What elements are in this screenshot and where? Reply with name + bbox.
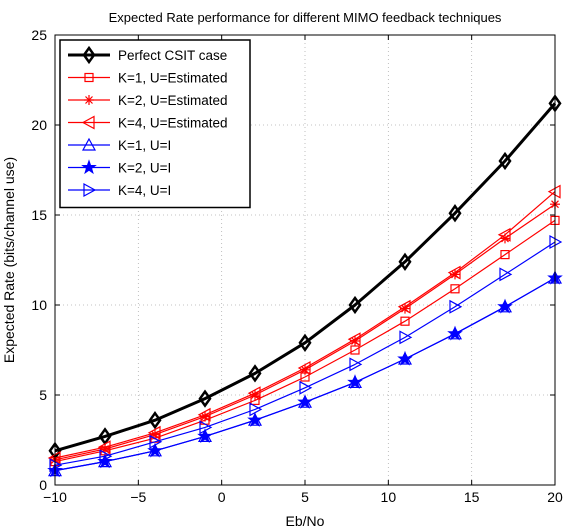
data-point-marker — [497, 227, 511, 242]
data-point-marker — [247, 386, 261, 401]
data-point-marker — [447, 265, 461, 280]
legend-marker — [81, 137, 97, 151]
data-point-marker — [148, 411, 162, 430]
legend-entry: Perfect CSIT case — [68, 45, 227, 65]
data-point-marker — [299, 380, 313, 395]
x-tick-label: 10 — [381, 489, 397, 505]
legend-marker — [83, 182, 97, 198]
legend-entry: K=4, U=I — [68, 182, 171, 198]
x-tick-label: 15 — [464, 489, 480, 505]
y-tick-label: 0 — [39, 477, 47, 493]
x-tick-label: 20 — [547, 489, 563, 505]
data-point-marker — [500, 250, 510, 260]
legend-label: K=1, U=Estimated — [118, 71, 228, 86]
marker-stroke — [301, 365, 309, 374]
y-tick-label: 10 — [31, 297, 47, 313]
data-point-marker — [147, 442, 163, 458]
y-axis-label: Expected Rate (bits/channel use) — [1, 157, 17, 363]
data-point-marker — [447, 325, 463, 341]
data-point-marker — [448, 204, 462, 223]
data-point-marker — [497, 298, 513, 314]
legend-entry: K=2, U=Estimated — [68, 93, 228, 108]
data-point-marker — [198, 389, 212, 408]
x-tick-label: −5 — [130, 489, 146, 505]
series-line — [54, 241, 556, 466]
axis-ticks: −10 −5 0 5 10 15 20 0 5 10 15 20 25 — [31, 27, 563, 505]
data-point-marker — [347, 374, 363, 390]
legend: Perfect CSIT case K=1, U=Estimated K=2, U=… — [59, 39, 251, 209]
marker-stroke — [85, 96, 93, 104]
legend-label: K=4, U=I — [118, 183, 171, 198]
legend-label: K=2, U=Estimated — [118, 93, 228, 108]
data-point-marker — [499, 267, 513, 282]
data-point-marker — [197, 407, 211, 422]
series-line — [54, 219, 556, 463]
data-point-marker — [298, 333, 312, 352]
series-line — [54, 102, 557, 453]
marker-stroke — [401, 304, 409, 313]
y-tick-label: 25 — [31, 27, 47, 43]
series-3 — [47, 184, 561, 466]
x-tick-label: 5 — [301, 489, 309, 505]
data-point-marker — [450, 284, 460, 294]
data-point-marker — [249, 402, 263, 417]
data-point-marker — [399, 330, 413, 345]
legend-marker — [81, 159, 97, 175]
data-point-marker — [498, 151, 512, 171]
marker-stroke — [451, 270, 459, 279]
legend-marker — [84, 72, 94, 83]
legend-marker — [82, 45, 96, 65]
legend-marker — [81, 115, 95, 130]
chart-title: Expected Rate performance for different … — [109, 10, 502, 25]
data-point-marker — [147, 425, 161, 440]
data-point-marker — [247, 411, 263, 427]
legend-label: K=4, U=Estimated — [118, 116, 228, 131]
y-tick-label: 20 — [31, 117, 47, 133]
legend-entry: K=1, U=I — [68, 137, 171, 153]
x-axis-label: Eb/No — [286, 513, 325, 529]
data-point-marker — [297, 393, 313, 409]
data-point-marker — [398, 252, 412, 271]
data-point-marker — [248, 364, 262, 383]
data-point-marker — [197, 428, 213, 444]
data-point-marker — [99, 449, 113, 464]
data-point-marker — [397, 299, 411, 314]
legend-label: K=1, U=I — [118, 138, 171, 153]
y-tick-label: 15 — [31, 207, 47, 223]
legend-entry: K=4, U=Estimated — [68, 115, 228, 131]
legend-label: Perfect CSIT case — [118, 48, 227, 63]
data-point-marker — [348, 295, 362, 315]
data-point-marker — [449, 299, 463, 314]
legend-box — [59, 39, 251, 209]
legend-label: K=2, U=I — [118, 161, 171, 176]
data-point-marker — [97, 440, 111, 455]
legend-marker — [84, 95, 94, 105]
data-point-marker — [297, 360, 311, 376]
x-tick-label: 0 — [218, 489, 226, 505]
marker-stroke — [351, 337, 359, 345]
y-tick-label: 5 — [39, 387, 47, 403]
data-point-marker — [349, 357, 363, 372]
data-point-marker — [400, 316, 410, 326]
legend-entry: K=1, U=Estimated — [68, 71, 228, 86]
x-tick-label: −10 — [43, 489, 67, 505]
data-point-marker — [347, 332, 361, 347]
series-line — [54, 191, 556, 459]
data-point-marker — [199, 420, 213, 435]
data-point-marker — [397, 350, 413, 366]
data-point-marker — [149, 434, 163, 449]
legend-entry: K=2, U=I — [68, 159, 171, 176]
